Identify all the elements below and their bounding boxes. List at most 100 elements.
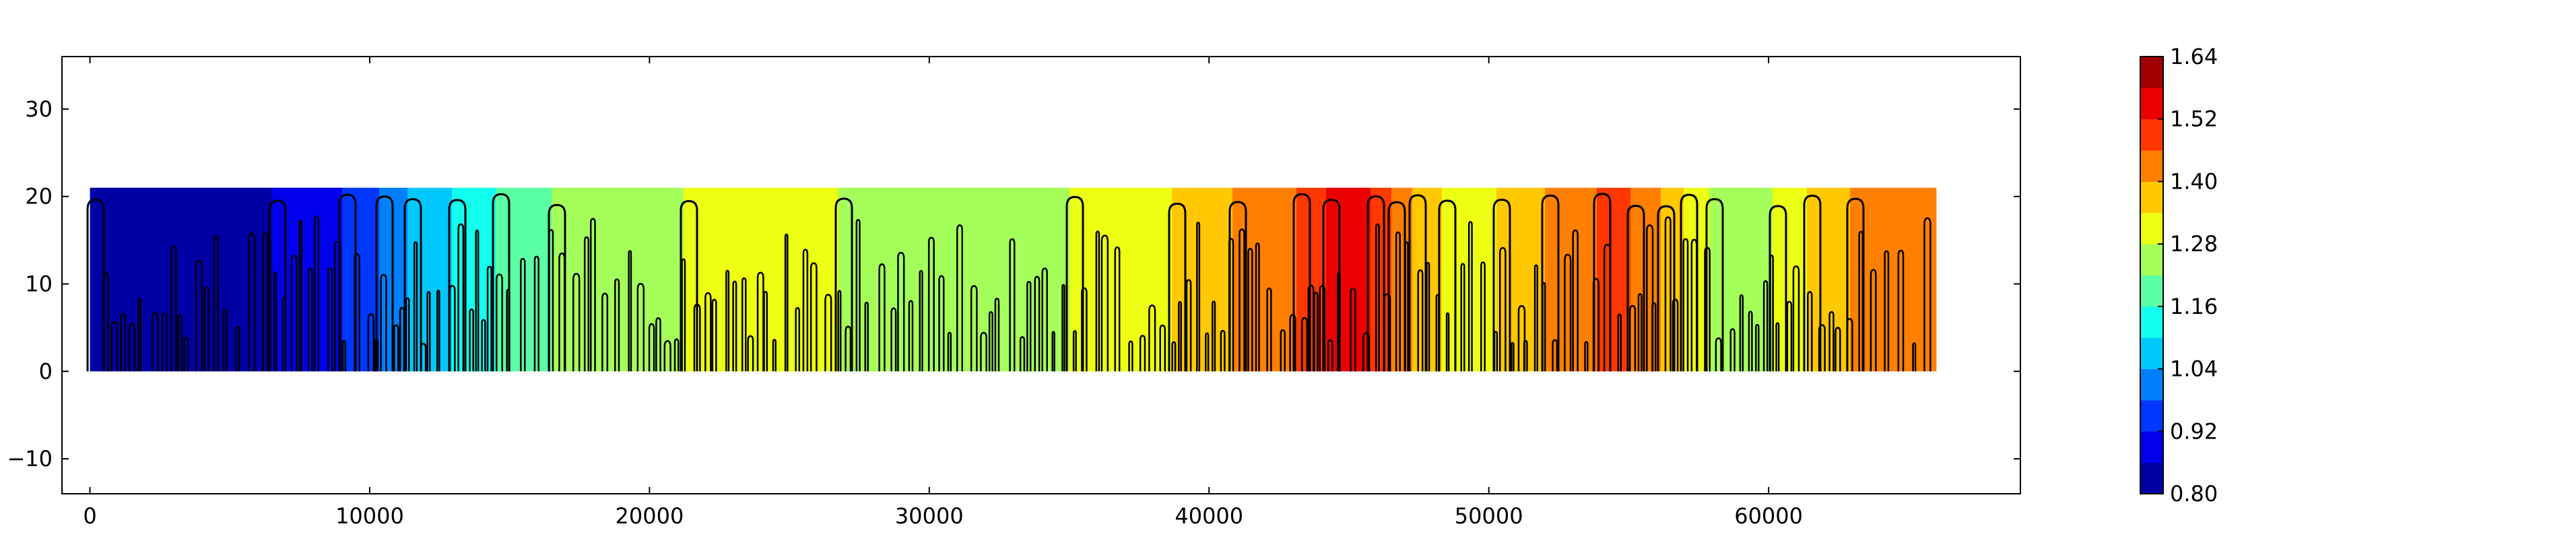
contour-line <box>1319 285 1326 372</box>
contour-line <box>1637 293 1643 372</box>
contour-line <box>1664 216 1672 372</box>
contour-line <box>177 314 183 372</box>
contour-line <box>1313 292 1319 372</box>
contour-line <box>1818 324 1826 372</box>
contour-line <box>636 283 645 372</box>
contour-line <box>496 273 503 372</box>
contour-line <box>802 249 809 372</box>
contour-line <box>1435 294 1440 372</box>
contour-band <box>1172 187 1232 372</box>
contour-line <box>1065 195 1084 372</box>
contour-line <box>374 338 378 372</box>
contour-line <box>673 338 680 372</box>
contour-line <box>1375 223 1380 372</box>
contour-line <box>704 292 712 372</box>
contour-line <box>994 298 1000 372</box>
contour-line <box>947 331 952 372</box>
contour-line <box>1171 341 1177 372</box>
contour-line <box>897 251 905 372</box>
colorbar-segment <box>2140 399 2163 432</box>
contour-line <box>449 285 456 372</box>
contour-line <box>1255 243 1260 372</box>
contour-line <box>151 312 159 372</box>
contour-line <box>845 325 852 372</box>
contour-line <box>583 236 590 372</box>
y-tick-label: 20 <box>25 184 53 209</box>
contour-line <box>327 267 333 372</box>
contour-line <box>1362 332 1370 372</box>
contour-line <box>1897 249 1905 372</box>
contour-line <box>506 288 510 372</box>
colorbar: 0.80 0.92 1.04 1.16 1.28 1.40 1.52 1.64 <box>2140 44 2218 507</box>
contour-line <box>102 272 109 372</box>
contour-line <box>1672 298 1679 372</box>
contour-line <box>1807 291 1813 372</box>
contour-line <box>1395 231 1401 372</box>
contour-line <box>663 340 671 372</box>
contour-line <box>282 296 287 372</box>
contour-line <box>548 229 554 372</box>
y-tick-label: 10 <box>25 271 53 296</box>
contour-line <box>1769 205 1787 372</box>
contour-line <box>1266 287 1272 372</box>
contour-line <box>1026 281 1032 372</box>
contour-line <box>1846 318 1853 372</box>
contour-line <box>1019 336 1026 372</box>
contour-line <box>273 271 277 372</box>
contour-line <box>367 313 375 372</box>
colorbar-segment <box>2140 431 2163 463</box>
contour-line <box>1541 194 1560 372</box>
contour-line <box>1828 311 1835 372</box>
contour-line <box>110 321 119 372</box>
contour-line <box>1081 287 1088 372</box>
contour-line <box>1762 280 1769 372</box>
contour-line <box>784 233 789 372</box>
contour-line <box>837 290 842 372</box>
colorbar-segment <box>2140 306 2163 338</box>
contour-line <box>1051 331 1055 372</box>
contour-line <box>1307 284 1315 372</box>
colorbar-tick-label: 0.92 <box>2170 418 2218 444</box>
contour-line <box>1542 282 1546 372</box>
contour-line <box>1748 311 1753 372</box>
contour-line <box>413 241 418 372</box>
contour-line <box>1690 238 1698 372</box>
y-tick-label: 30 <box>25 96 53 122</box>
contour-line <box>711 298 717 372</box>
contour-line <box>247 232 256 372</box>
contour-band <box>1807 187 1850 372</box>
contour-line <box>1564 253 1572 372</box>
contour-line <box>628 250 632 372</box>
colorbar-segment <box>2140 462 2163 494</box>
contour-line <box>980 331 987 372</box>
contour-line <box>1533 264 1539 372</box>
contour-line <box>1327 339 1333 372</box>
contour-band <box>1232 187 1296 372</box>
contour-line <box>481 319 486 372</box>
contour-line <box>298 220 303 372</box>
contour-line <box>1196 222 1201 372</box>
contour-line <box>403 198 422 372</box>
contour-line <box>492 193 510 372</box>
y-axis: −10 0 10 20 30 <box>7 96 2020 472</box>
contour-line <box>795 306 801 372</box>
contour-line <box>747 335 754 372</box>
contour-line <box>1408 194 1427 372</box>
contour-line <box>970 285 978 372</box>
contour-line <box>1114 246 1121 372</box>
contour-line <box>1755 323 1760 372</box>
contour-line <box>469 309 474 372</box>
contour-line <box>1835 327 1841 372</box>
contour-line <box>375 195 394 372</box>
contour-line <box>1322 199 1341 372</box>
colorbar-segment <box>2140 150 2163 182</box>
colorbar-tick-label: 1.04 <box>2170 356 2218 382</box>
contour-line <box>120 313 127 372</box>
contour-line <box>956 224 964 372</box>
colorbar-tick-label: 1.64 <box>2170 44 2218 69</box>
contour-line <box>1517 304 1526 372</box>
contour-band <box>1069 187 1172 372</box>
contour-line <box>399 306 405 372</box>
y-tick-label: −10 <box>7 446 53 472</box>
